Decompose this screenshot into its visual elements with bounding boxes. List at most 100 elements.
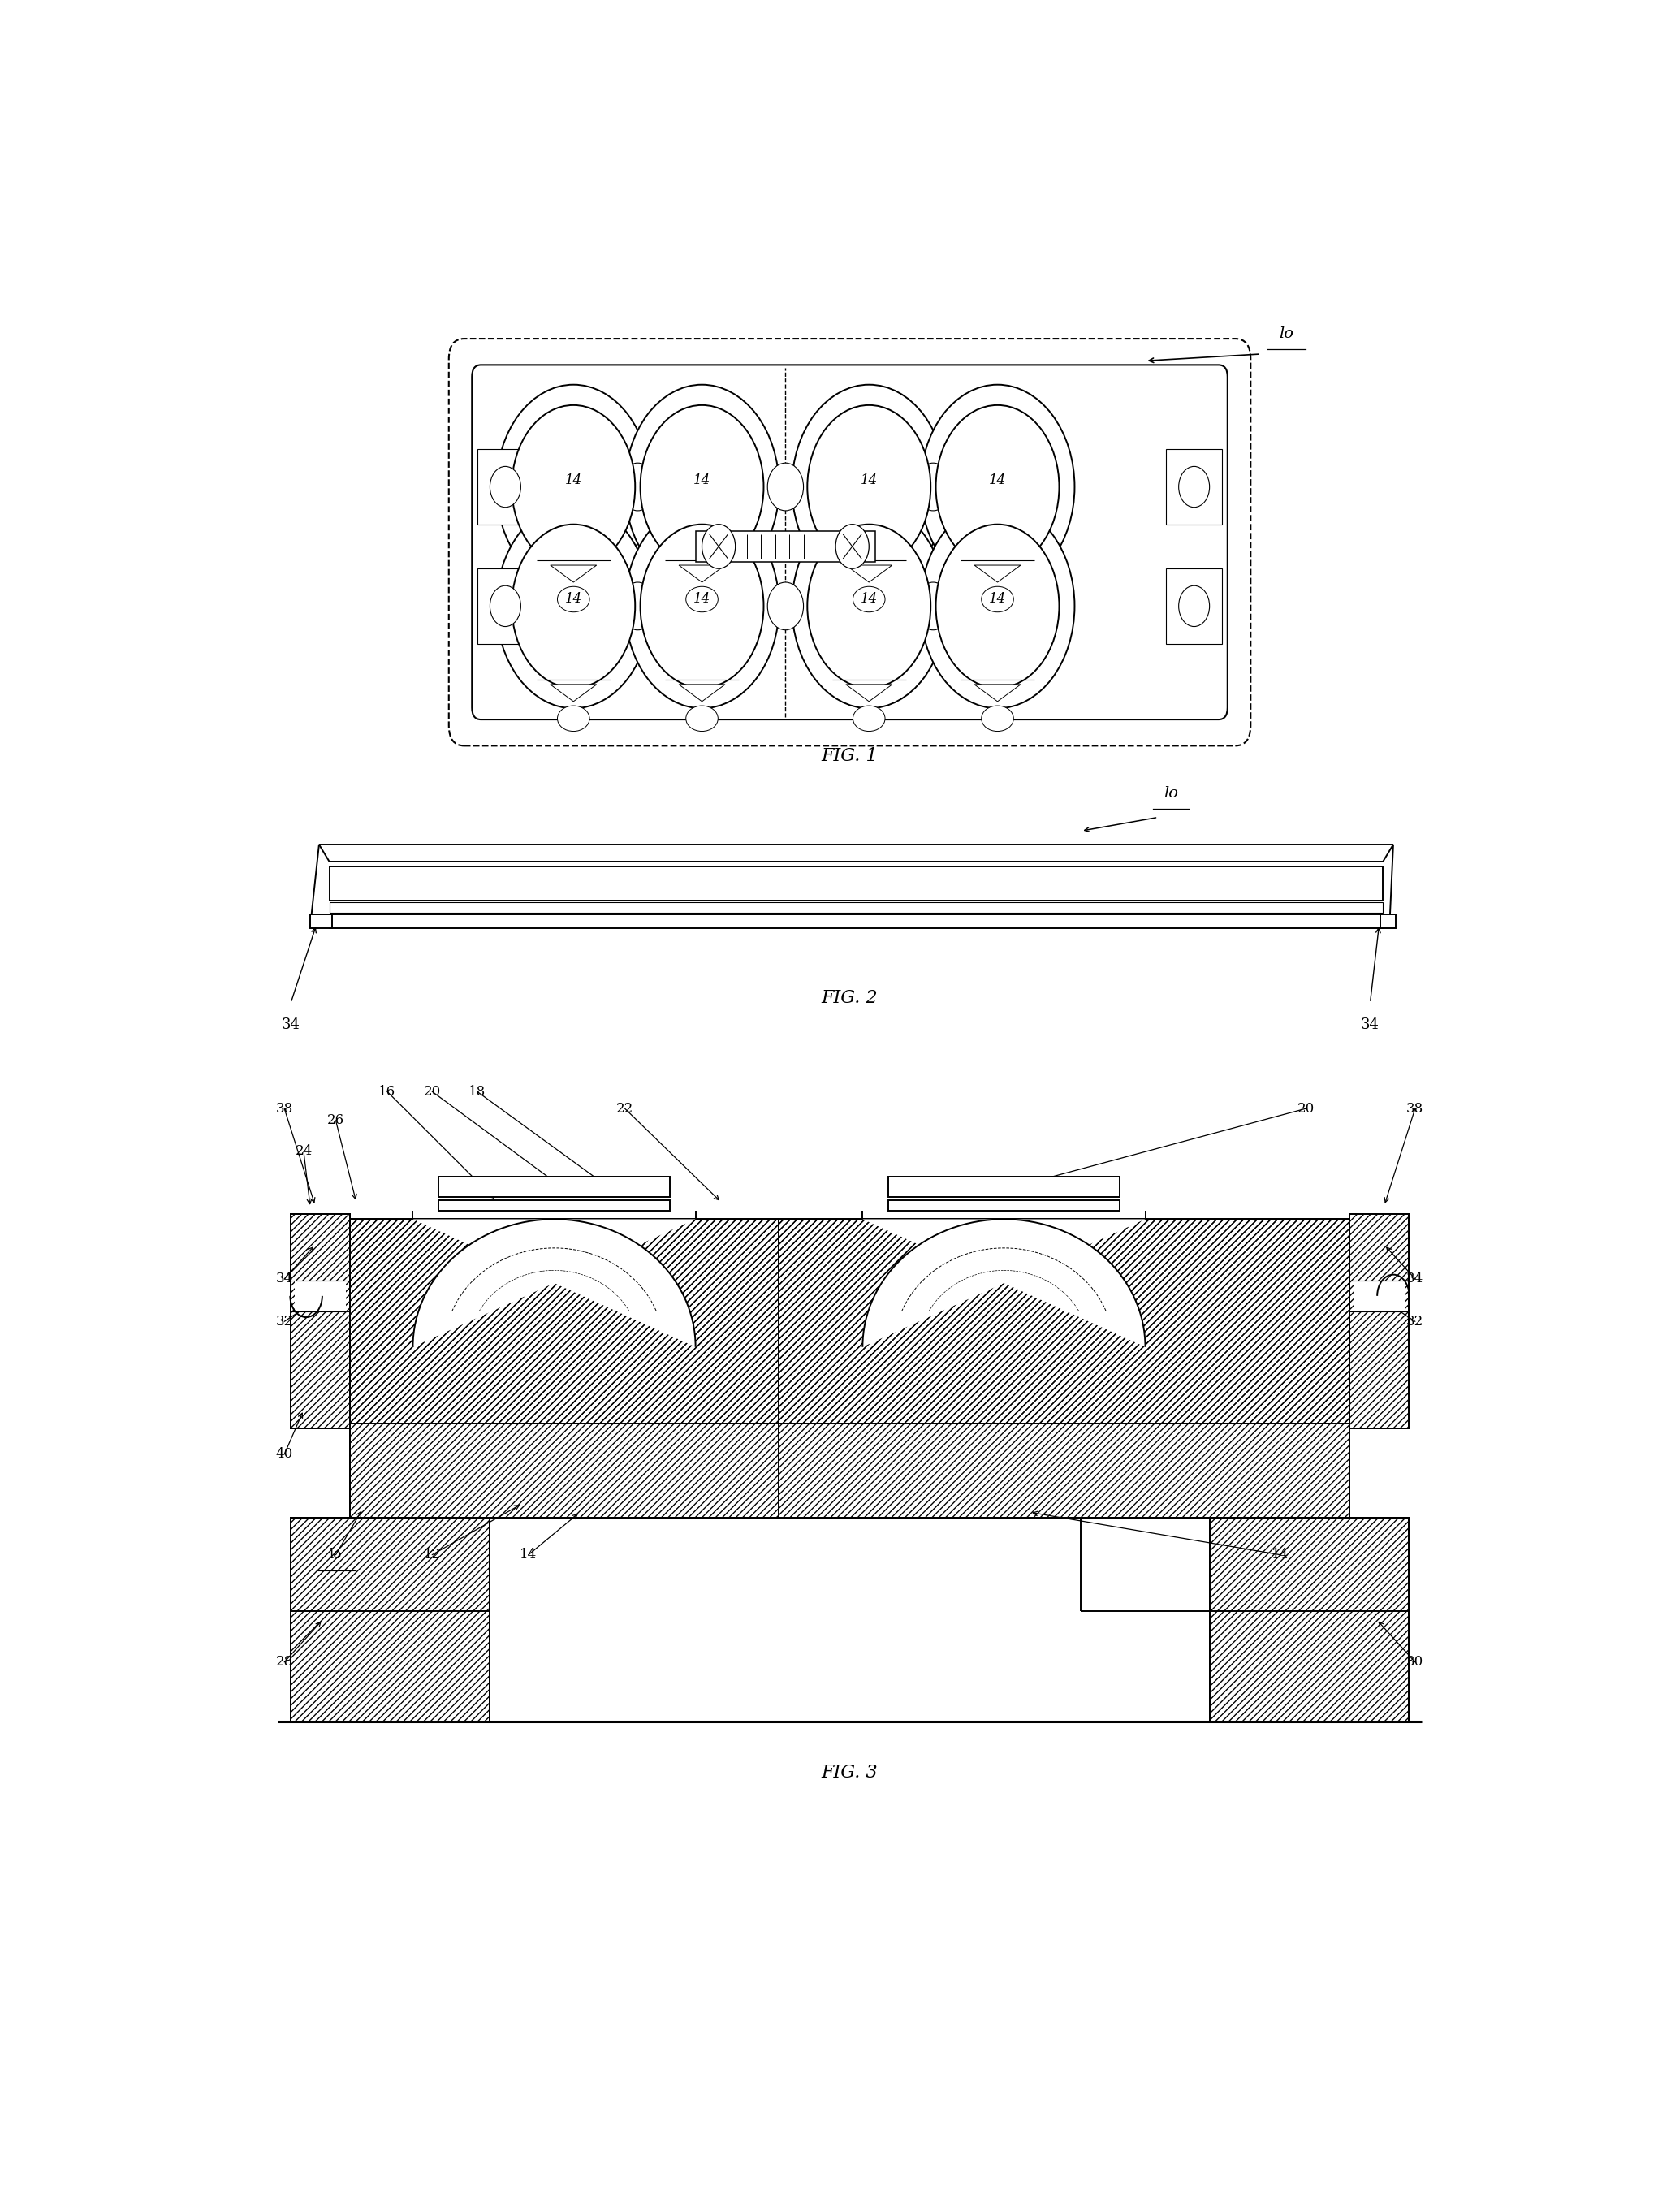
Bar bbox=[350, 1425, 1350, 1517]
FancyBboxPatch shape bbox=[1166, 449, 1222, 524]
Bar bbox=[350, 1219, 1350, 1425]
Bar bbox=[350, 1219, 1350, 1425]
Bar bbox=[290, 1214, 350, 1429]
Circle shape bbox=[512, 405, 635, 568]
Text: 24: 24 bbox=[295, 1144, 312, 1159]
Ellipse shape bbox=[852, 706, 885, 732]
Text: 34: 34 bbox=[1406, 1272, 1424, 1285]
Circle shape bbox=[1179, 586, 1210, 626]
Circle shape bbox=[496, 385, 650, 588]
Bar bbox=[438, 1177, 670, 1197]
Bar bbox=[1350, 1214, 1409, 1429]
Bar bbox=[1350, 1214, 1409, 1429]
Bar bbox=[330, 902, 1383, 914]
FancyBboxPatch shape bbox=[473, 365, 1227, 719]
Polygon shape bbox=[413, 1219, 695, 1347]
Text: 38: 38 bbox=[275, 1102, 293, 1115]
Circle shape bbox=[491, 467, 521, 507]
Circle shape bbox=[793, 504, 947, 708]
Ellipse shape bbox=[557, 586, 590, 613]
Text: lo: lo bbox=[1164, 785, 1179, 801]
Polygon shape bbox=[678, 566, 725, 582]
Bar bbox=[350, 1425, 1350, 1517]
Circle shape bbox=[625, 385, 779, 588]
Circle shape bbox=[920, 385, 1074, 588]
Bar bbox=[290, 1517, 491, 1721]
Circle shape bbox=[935, 405, 1059, 568]
Bar bbox=[1209, 1517, 1409, 1721]
Bar bbox=[695, 531, 875, 562]
Circle shape bbox=[768, 582, 804, 630]
Polygon shape bbox=[975, 566, 1021, 582]
Polygon shape bbox=[318, 845, 1393, 863]
Text: 38: 38 bbox=[1406, 1102, 1424, 1115]
Circle shape bbox=[512, 524, 635, 688]
Polygon shape bbox=[862, 1219, 1146, 1347]
Text: 30: 30 bbox=[1406, 1655, 1424, 1670]
Circle shape bbox=[701, 524, 736, 568]
Text: 14: 14 bbox=[861, 593, 877, 606]
Bar bbox=[290, 1517, 491, 1721]
Polygon shape bbox=[975, 684, 1021, 701]
Text: 14: 14 bbox=[521, 1548, 537, 1562]
Bar bbox=[1381, 914, 1396, 929]
Ellipse shape bbox=[852, 586, 885, 613]
FancyBboxPatch shape bbox=[478, 568, 534, 644]
Circle shape bbox=[496, 504, 650, 708]
FancyBboxPatch shape bbox=[478, 449, 534, 524]
Bar bbox=[889, 1201, 1119, 1210]
Bar bbox=[290, 1214, 350, 1429]
Bar bbox=[330, 867, 1383, 900]
Circle shape bbox=[1179, 467, 1210, 507]
Bar bbox=[290, 1214, 350, 1429]
Bar bbox=[889, 1177, 1119, 1197]
Circle shape bbox=[807, 524, 930, 688]
Circle shape bbox=[491, 586, 521, 626]
Circle shape bbox=[620, 582, 655, 630]
Circle shape bbox=[793, 385, 947, 588]
Ellipse shape bbox=[557, 706, 590, 732]
Text: 40: 40 bbox=[275, 1447, 293, 1462]
Text: 14: 14 bbox=[988, 593, 1006, 606]
Bar bbox=[290, 1517, 491, 1721]
Bar bbox=[310, 914, 332, 929]
Circle shape bbox=[915, 582, 952, 630]
Polygon shape bbox=[846, 566, 892, 582]
Text: lo: lo bbox=[330, 1548, 342, 1562]
Polygon shape bbox=[550, 566, 597, 582]
Text: 14: 14 bbox=[565, 473, 582, 487]
Bar bbox=[438, 1201, 670, 1210]
Bar bbox=[1353, 1281, 1404, 1312]
Text: 20: 20 bbox=[1297, 1102, 1315, 1115]
Text: 18: 18 bbox=[469, 1084, 486, 1099]
Text: 22: 22 bbox=[617, 1102, 633, 1115]
Text: lo: lo bbox=[1280, 325, 1293, 341]
Circle shape bbox=[935, 524, 1059, 688]
Text: 14: 14 bbox=[988, 473, 1006, 487]
FancyBboxPatch shape bbox=[449, 338, 1250, 745]
Circle shape bbox=[620, 462, 655, 511]
Text: 16: 16 bbox=[378, 1084, 396, 1099]
Text: 12: 12 bbox=[423, 1548, 441, 1562]
Text: 14: 14 bbox=[693, 593, 711, 606]
Text: 26: 26 bbox=[327, 1113, 345, 1128]
Bar bbox=[350, 1219, 1350, 1425]
Circle shape bbox=[625, 504, 779, 708]
Bar bbox=[1209, 1517, 1409, 1721]
Circle shape bbox=[915, 462, 952, 511]
Ellipse shape bbox=[982, 706, 1013, 732]
Ellipse shape bbox=[982, 586, 1013, 613]
Polygon shape bbox=[550, 684, 597, 701]
Text: FIG. 3: FIG. 3 bbox=[821, 1763, 879, 1781]
Bar bbox=[1350, 1214, 1409, 1429]
Text: 32: 32 bbox=[1406, 1314, 1424, 1329]
Circle shape bbox=[640, 405, 764, 568]
Text: 14: 14 bbox=[1272, 1548, 1288, 1562]
Circle shape bbox=[768, 462, 804, 511]
Bar bbox=[1209, 1517, 1409, 1721]
Bar bbox=[350, 1219, 1350, 1425]
Text: FIG. 1: FIG. 1 bbox=[821, 748, 879, 765]
Text: 34: 34 bbox=[282, 1018, 300, 1033]
Ellipse shape bbox=[686, 706, 718, 732]
Polygon shape bbox=[846, 684, 892, 701]
